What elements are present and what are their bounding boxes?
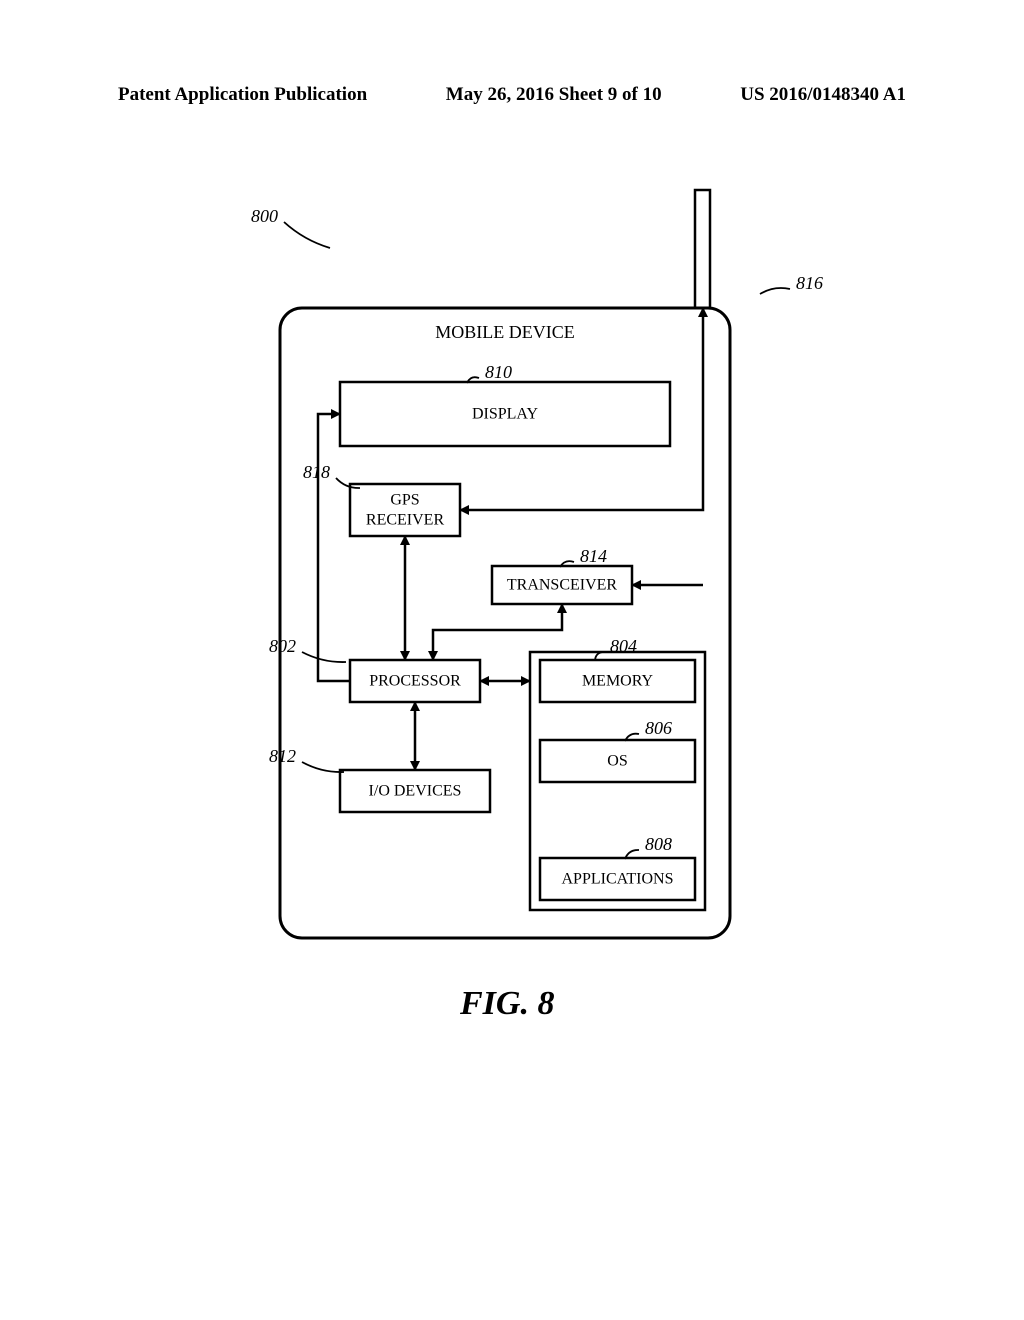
svg-text:TRANSCEIVER: TRANSCEIVER: [507, 577, 618, 594]
svg-text:804: 804: [610, 636, 637, 656]
diagram-svg: MOBILE DEVICE DISPLAY GPS RECEIVER TRANSCEIV…: [0, 0, 1024, 1320]
svg-text:RECEIVER: RECEIVER: [366, 512, 445, 529]
svg-text:808: 808: [645, 834, 672, 854]
svg-text:802: 802: [269, 636, 296, 656]
svg-text:MEMORY: MEMORY: [582, 673, 654, 690]
svg-text:MOBILE DEVICE: MOBILE DEVICE: [435, 322, 574, 342]
svg-text:814: 814: [580, 546, 607, 566]
svg-text:818: 818: [303, 462, 330, 482]
svg-text:OS: OS: [607, 753, 627, 770]
svg-text:GPS: GPS: [390, 492, 419, 509]
svg-text:816: 816: [796, 273, 823, 293]
svg-text:812: 812: [269, 746, 296, 766]
svg-text:DISPLAY: DISPLAY: [472, 406, 539, 423]
diagram-group: MOBILE DEVICE DISPLAY GPS RECEIVER TRANSCEIV…: [251, 190, 823, 938]
svg-text:806: 806: [645, 718, 672, 738]
svg-text:PROCESSOR: PROCESSOR: [369, 673, 461, 690]
svg-text:810: 810: [485, 362, 512, 382]
svg-text:800: 800: [251, 206, 278, 226]
svg-text:APPLICATIONS: APPLICATIONS: [561, 871, 673, 888]
svg-text:I/O DEVICES: I/O DEVICES: [369, 783, 462, 800]
figure-caption: FIG. 8: [460, 985, 554, 1023]
